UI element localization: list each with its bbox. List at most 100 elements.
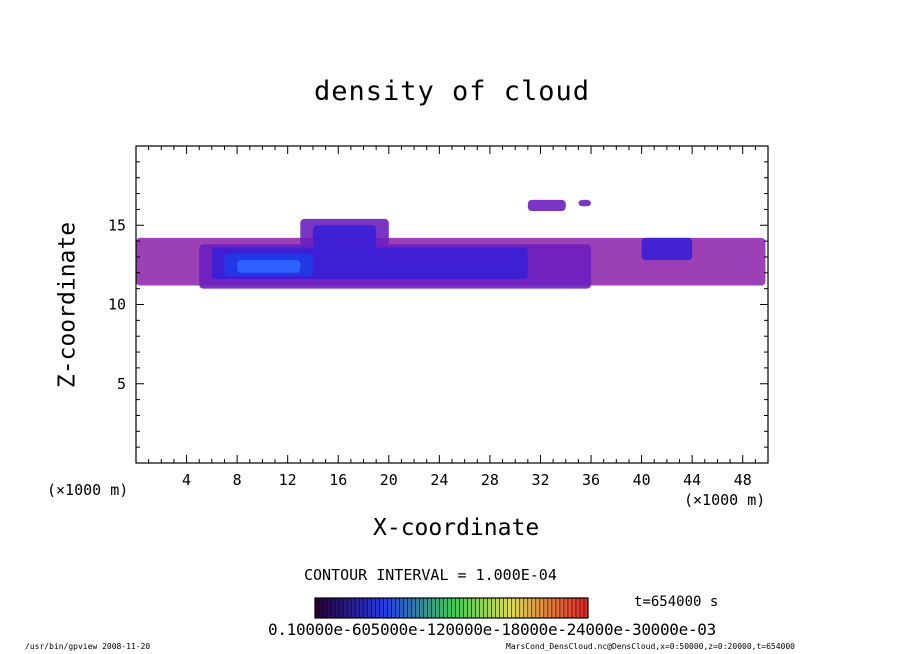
colorbar-cell [315, 598, 320, 618]
x-tick-label: 16 [329, 471, 347, 489]
colorbar-cell [495, 598, 500, 618]
colorbar-cell [507, 598, 513, 618]
x-tick-label: 44 [683, 471, 701, 489]
colorbar-cell [415, 598, 420, 618]
y-axis-label: Z-coordinate [54, 221, 81, 389]
x-axis-label: X-coordinate [373, 515, 540, 541]
x-tick-label: 4 [182, 471, 191, 489]
colorbar-cell [563, 598, 569, 618]
colorbar-cell [443, 598, 448, 618]
colorbar-cell [319, 598, 324, 618]
colorbar-cell [423, 598, 428, 618]
cloud-region-peak [237, 260, 301, 273]
colorbar-cell [343, 598, 348, 618]
colorbar-cell [375, 598, 380, 618]
colorbar-cell [387, 598, 392, 618]
colorbar-cell [503, 598, 509, 618]
chart-title: density of cloud [313, 76, 591, 107]
colorbar-cell [575, 598, 581, 618]
colorbar-cell [383, 598, 388, 618]
y-tick-label: 15 [108, 216, 126, 234]
colorbar-cell [323, 598, 328, 618]
colorbar-cell [583, 598, 589, 618]
colorbar-cell [455, 598, 460, 618]
colorbar-cell [447, 598, 452, 618]
cloud-region-low [527, 199, 566, 211]
x-tick-label: 32 [531, 471, 549, 489]
colorbar-cell [411, 598, 416, 618]
x-tick-label: 48 [734, 471, 752, 489]
x-tick-label: 24 [430, 471, 448, 489]
colorbar-cell [535, 598, 541, 618]
colorbar-cell [371, 598, 376, 618]
plot-frame [135, 145, 769, 464]
colorbar-cell [467, 598, 472, 618]
colorbar-cell [539, 598, 545, 618]
footer-program-date: /usr/bin/gpview 2008-11-20 [25, 642, 151, 651]
colorbar-cell [499, 598, 504, 618]
colorbar-cell [403, 598, 408, 618]
x-tick-label: 8 [233, 471, 242, 489]
y-tick-label: 5 [117, 375, 126, 393]
colorbar-cell [367, 598, 372, 618]
x-tick-label: 20 [380, 471, 398, 489]
colorbar-cell [359, 598, 364, 618]
cloud-region-mid [641, 237, 693, 261]
colorbar-cell [519, 598, 525, 618]
colorbar-cell [407, 598, 412, 618]
colorbar-cell [547, 598, 553, 618]
x-unit-label-right: (×1000 m) [684, 491, 766, 509]
colorbar-cell [391, 598, 396, 618]
colorbar-cell [531, 598, 537, 618]
colorbar-cell [559, 598, 565, 618]
colorbar-cell [487, 598, 492, 618]
colorbar-cell [543, 598, 549, 618]
colorbar-cell [363, 598, 368, 618]
cloud-region-mid [312, 225, 377, 250]
colorbar-cell [331, 598, 336, 618]
cloud-region-low [578, 199, 592, 207]
colorbar-cell [335, 598, 340, 618]
x-tick-label: 40 [633, 471, 651, 489]
y-tick-label: 10 [108, 296, 126, 314]
colorbar-cell [555, 598, 561, 618]
colorbar-cell [351, 598, 356, 618]
time-label: t=654000 s [634, 594, 719, 610]
colorbar-cell [523, 598, 529, 618]
colorbar-cell [451, 598, 456, 618]
colorbar-cell [571, 598, 577, 618]
colorbar-cell [439, 598, 444, 618]
colorbar-cell [475, 598, 480, 618]
x-unit-label-left: (×1000 m) [47, 481, 129, 499]
colorbar-cell [379, 598, 384, 618]
colorbar-cell [515, 598, 521, 618]
colorbar-cell [551, 598, 557, 618]
x-tick-label: 28 [481, 471, 499, 489]
colorbar-scale-labels: 0.10000e-605000e-120000e-18000e-24000e-3… [268, 620, 716, 639]
footer-data-source: MarsCond_DensCloud.nc@DensCloud,x=0:5000… [506, 642, 795, 651]
colorbar-cell [511, 598, 517, 618]
colorbar-cell [459, 598, 464, 618]
axis-ticks [136, 146, 768, 463]
colorbar-cell [463, 598, 468, 618]
colorbar-cell [435, 598, 440, 618]
colorbar-cell [327, 598, 332, 618]
x-tick-label: 12 [279, 471, 297, 489]
cloud-field [136, 199, 766, 289]
colorbar-cell [419, 598, 424, 618]
colorbar-cell [427, 598, 432, 618]
colorbar-cell [355, 598, 360, 618]
colorbar-cell [431, 598, 436, 618]
colorbar-cell [483, 598, 488, 618]
colorbar-cell [339, 598, 344, 618]
colorbar-cell [399, 598, 404, 618]
colorbar-cell [347, 598, 352, 618]
colorbar [314, 597, 589, 619]
colorbar-cell [579, 598, 585, 618]
colorbar-cell [395, 598, 400, 618]
contour-interval-label: CONTOUR INTERVAL = 1.000E-04 [304, 566, 557, 584]
colorbar-frame [314, 597, 589, 619]
colorbar-cell [471, 598, 476, 618]
colorbar-cell [491, 598, 496, 618]
